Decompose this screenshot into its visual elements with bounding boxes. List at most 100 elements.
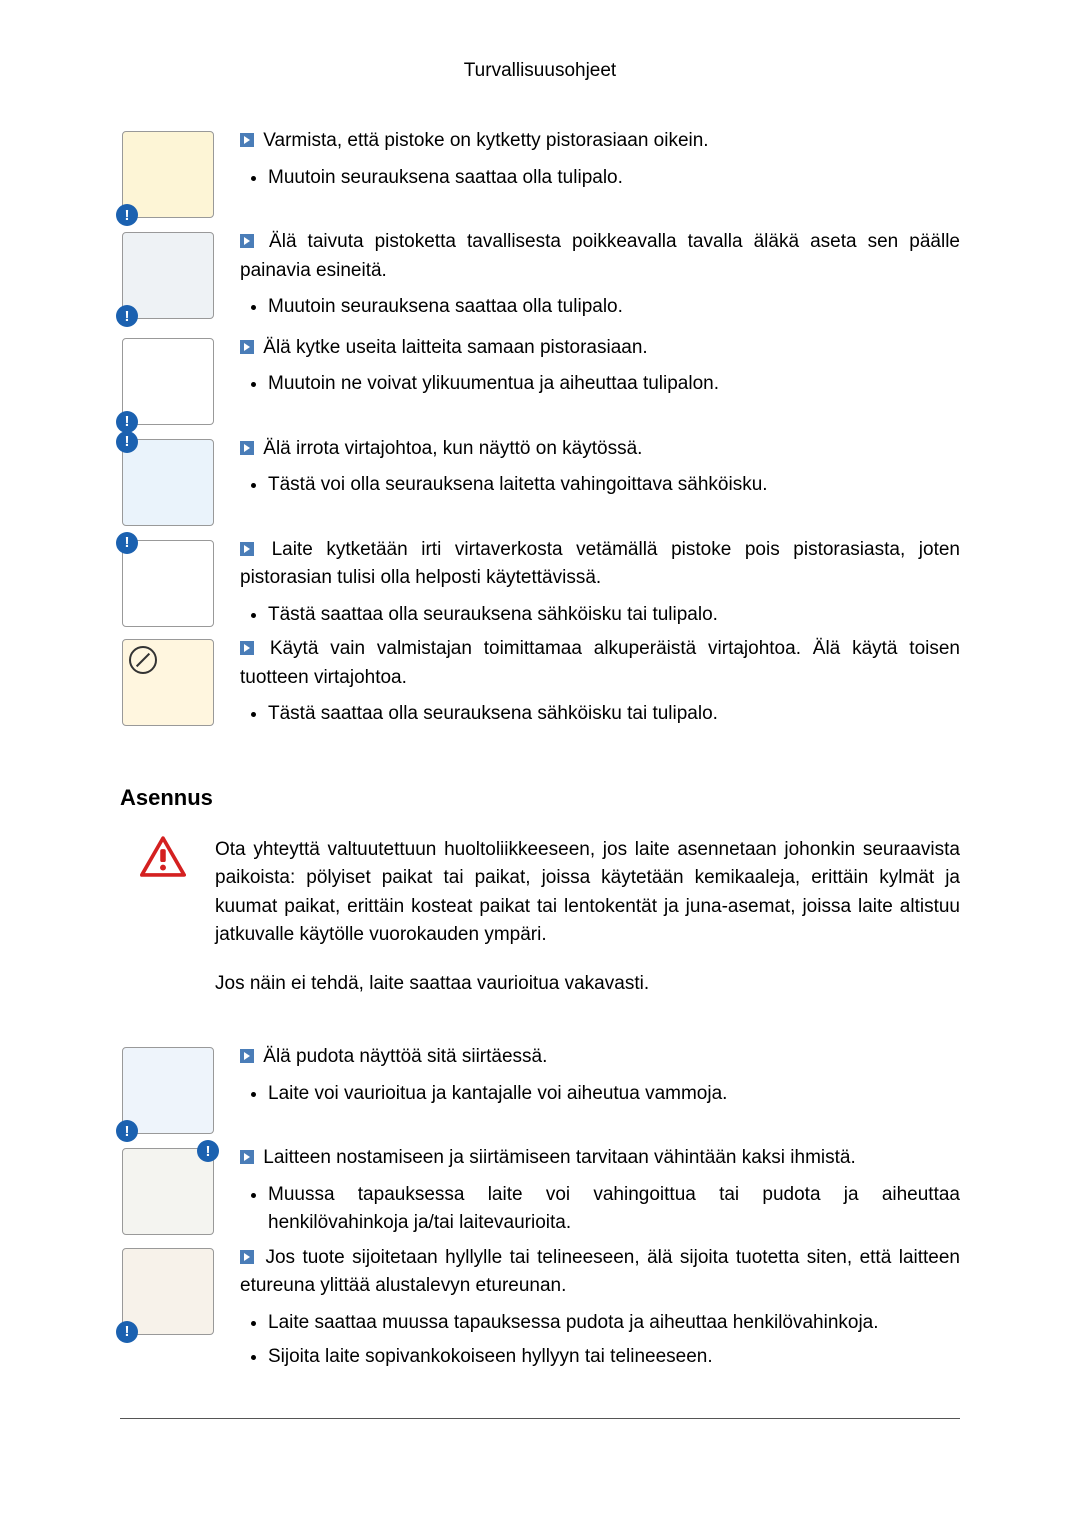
instruction-bullet: Muutoin seurauksena saattaa olla tulipal… <box>268 164 960 193</box>
illustration-icon <box>123 440 213 525</box>
instruction-main-label: Käytä vain valmistajan toimittamaa alkup… <box>240 638 960 688</box>
instruction-item: ! Älä irrota virtajohtoa, kun näyttö on … <box>120 435 960 530</box>
arrow-icon <box>240 1250 254 1264</box>
instruction-item: Käytä vain valmistajan toimittamaa alkup… <box>120 635 960 735</box>
illustration-icon <box>123 541 213 626</box>
illustration-box: ! <box>120 127 215 222</box>
instruction-bullet-list: Tästä saattaa olla seurauksena sähköisku… <box>240 601 960 630</box>
illustration-box: ! <box>120 435 215 530</box>
instruction-item: ! Laite kytketään irti virtaverkosta vet… <box>120 536 960 636</box>
instruction-main-text: Laitteen nostamiseen ja siirtämiseen tar… <box>240 1144 960 1173</box>
instruction-main-label: Älä taivuta pistoketta tavallisesta poik… <box>240 231 960 281</box>
instruction-item: ! Älä taivuta pistoketta tavallisesta po… <box>120 228 960 328</box>
warning-badge-icon: ! <box>116 1120 138 1142</box>
instruction-bullet-list: Muussa tapauksessa laite voi vahingoittu… <box>240 1181 960 1238</box>
illustration-box: ! <box>120 536 215 631</box>
instruction-main-label: Älä pudota näyttöä sitä siirtäessä. <box>258 1046 547 1067</box>
instruction-content: Älä pudota näyttöä sitä siirtäessä. Laite… <box>240 1043 960 1114</box>
instruction-item: ! Jos tuote sijoitetaan hyllylle tai tel… <box>120 1244 960 1378</box>
arrow-icon <box>240 1150 254 1164</box>
instruction-main-text: Älä kytke useita laitteita samaan pistor… <box>240 334 960 363</box>
instruction-content: Älä kytke useita laitteita samaan pistor… <box>240 334 960 405</box>
instruction-bullet: Laite saattaa muussa tapauksessa pudota … <box>268 1309 960 1338</box>
instruction-content: Laitteen nostamiseen ja siirtämiseen tar… <box>240 1144 960 1244</box>
warning-badge-icon: ! <box>116 1321 138 1343</box>
instruction-bullet: Tästä saattaa olla seurauksena sähköisku… <box>268 700 960 729</box>
warning-text: Ota yhteyttä valtuutettuun huoltoliikkee… <box>215 836 960 1019</box>
warning-badge-icon: ! <box>197 1140 219 1162</box>
arrow-icon <box>240 1049 254 1063</box>
illustration-icon <box>123 233 213 318</box>
instruction-bullet: Tästä voi olla seurauksena laitetta vahi… <box>268 471 960 500</box>
warning-badge-icon: ! <box>116 431 138 453</box>
instruction-bullet-list: Muutoin seurauksena saattaa olla tulipal… <box>240 164 960 193</box>
illustration-icon <box>123 1249 213 1334</box>
illustration-icon <box>123 339 213 424</box>
illustration-box: ! <box>120 1144 215 1239</box>
page: Turvallisuusohjeet ! Varmista, että pist… <box>0 0 1080 1459</box>
footer-divider <box>120 1418 960 1419</box>
instruction-main-label: Laitteen nostamiseen ja siirtämiseen tar… <box>258 1147 856 1168</box>
warning-paragraph-2: Jos näin ei tehdä, laite saattaa vaurioi… <box>215 970 960 999</box>
instruction-main-text: Älä pudota näyttöä sitä siirtäessä. <box>240 1043 960 1072</box>
instruction-bullet-list: Tästä voi olla seurauksena laitetta vahi… <box>240 471 960 500</box>
warning-badge-icon: ! <box>116 305 138 327</box>
instruction-main-text: Käytä vain valmistajan toimittamaa alkup… <box>240 635 960 692</box>
warning-paragraph-1: Ota yhteyttä valtuutettuun huoltoliikkee… <box>215 836 960 950</box>
instruction-main-label: Jos tuote sijoitetaan hyllylle tai telin… <box>240 1247 960 1297</box>
instruction-item: ! Älä pudota näyttöä sitä siirtäessä. Lai… <box>120 1043 960 1138</box>
instruction-content: Käytä vain valmistajan toimittamaa alkup… <box>240 635 960 735</box>
instruction-main-text: Älä taivuta pistoketta tavallisesta poik… <box>240 228 960 285</box>
illustration-box: ! <box>120 1244 215 1339</box>
instruction-bullet-list: Laite saattaa muussa tapauksessa pudota … <box>240 1309 960 1372</box>
instruction-main-label: Varmista, että pistoke on kytketty pisto… <box>258 130 709 151</box>
instruction-main-text: Varmista, että pistoke on kytketty pisto… <box>240 127 960 156</box>
page-header-title: Turvallisuusohjeet <box>120 60 960 82</box>
illustration-box: ! <box>120 228 215 323</box>
illustration-icon <box>123 132 213 217</box>
instruction-main-label: Älä kytke useita laitteita samaan pistor… <box>258 337 648 358</box>
instruction-bullet: Muussa tapauksessa laite voi vahingoittu… <box>268 1181 960 1238</box>
illustration-icon <box>123 1149 213 1234</box>
instruction-main-text: Laite kytketään irti virtaverkosta vetäm… <box>240 536 960 593</box>
warning-badge-icon: ! <box>116 532 138 554</box>
instruction-main-label: Laite kytketään irti virtaverkosta vetäm… <box>240 539 960 589</box>
instruction-item: ! Älä kytke useita laitteita samaan pist… <box>120 334 960 429</box>
instruction-bullet: Laite voi vaurioitua ja kantajalle voi a… <box>268 1080 960 1109</box>
instruction-item: ! Varmista, että pistoke on kytketty pis… <box>120 127 960 222</box>
section-installation: ! Älä pudota näyttöä sitä siirtäessä. Lai… <box>120 1043 960 1378</box>
instruction-content: Varmista, että pistoke on kytketty pisto… <box>240 127 960 198</box>
warning-badge-icon: ! <box>116 204 138 226</box>
instruction-bullet-list: Laite voi vaurioitua ja kantajalle voi a… <box>240 1080 960 1109</box>
instruction-item: ! Laitteen nostamiseen ja siirtämiseen t… <box>120 1144 960 1244</box>
instruction-main-text: Jos tuote sijoitetaan hyllylle tai telin… <box>240 1244 960 1301</box>
warning-triangle-icon <box>140 836 200 883</box>
prohibit-icon <box>129 646 157 674</box>
illustration-box <box>120 635 215 730</box>
illustration-icon <box>123 1048 213 1133</box>
instruction-bullet: Sijoita laite sopivankokoiseen hyllyyn t… <box>268 1343 960 1372</box>
instruction-bullet: Muutoin seurauksena saattaa olla tulipal… <box>268 293 960 322</box>
instruction-main-text: Älä irrota virtajohtoa, kun näyttö on kä… <box>240 435 960 464</box>
section-heading-asennus: Asennus <box>120 785 960 811</box>
arrow-icon <box>240 542 254 556</box>
warning-badge-icon: ! <box>116 411 138 433</box>
instruction-bullet: Muutoin ne voivat ylikuumentua ja aiheut… <box>268 370 960 399</box>
instruction-bullet-list: Tästä saattaa olla seurauksena sähköisku… <box>240 700 960 729</box>
arrow-icon <box>240 133 254 147</box>
instruction-content: Älä taivuta pistoketta tavallisesta poik… <box>240 228 960 328</box>
arrow-icon <box>240 441 254 455</box>
instruction-bullet-list: Muutoin seurauksena saattaa olla tulipal… <box>240 293 960 322</box>
arrow-icon <box>240 234 254 248</box>
illustration-box: ! <box>120 334 215 429</box>
warning-block: Ota yhteyttä valtuutettuun huoltoliikkee… <box>120 836 960 1019</box>
instruction-bullet-list: Muutoin ne voivat ylikuumentua ja aiheut… <box>240 370 960 399</box>
arrow-icon <box>240 340 254 354</box>
instruction-content: Jos tuote sijoitetaan hyllylle tai telin… <box>240 1244 960 1378</box>
instruction-content: Laite kytketään irti virtaverkosta vetäm… <box>240 536 960 636</box>
instruction-bullet: Tästä saattaa olla seurauksena sähköisku… <box>268 601 960 630</box>
instruction-content: Älä irrota virtajohtoa, kun näyttö on kä… <box>240 435 960 506</box>
illustration-box: ! <box>120 1043 215 1138</box>
section-safety: ! Varmista, että pistoke on kytketty pis… <box>120 127 960 735</box>
arrow-icon <box>240 641 254 655</box>
